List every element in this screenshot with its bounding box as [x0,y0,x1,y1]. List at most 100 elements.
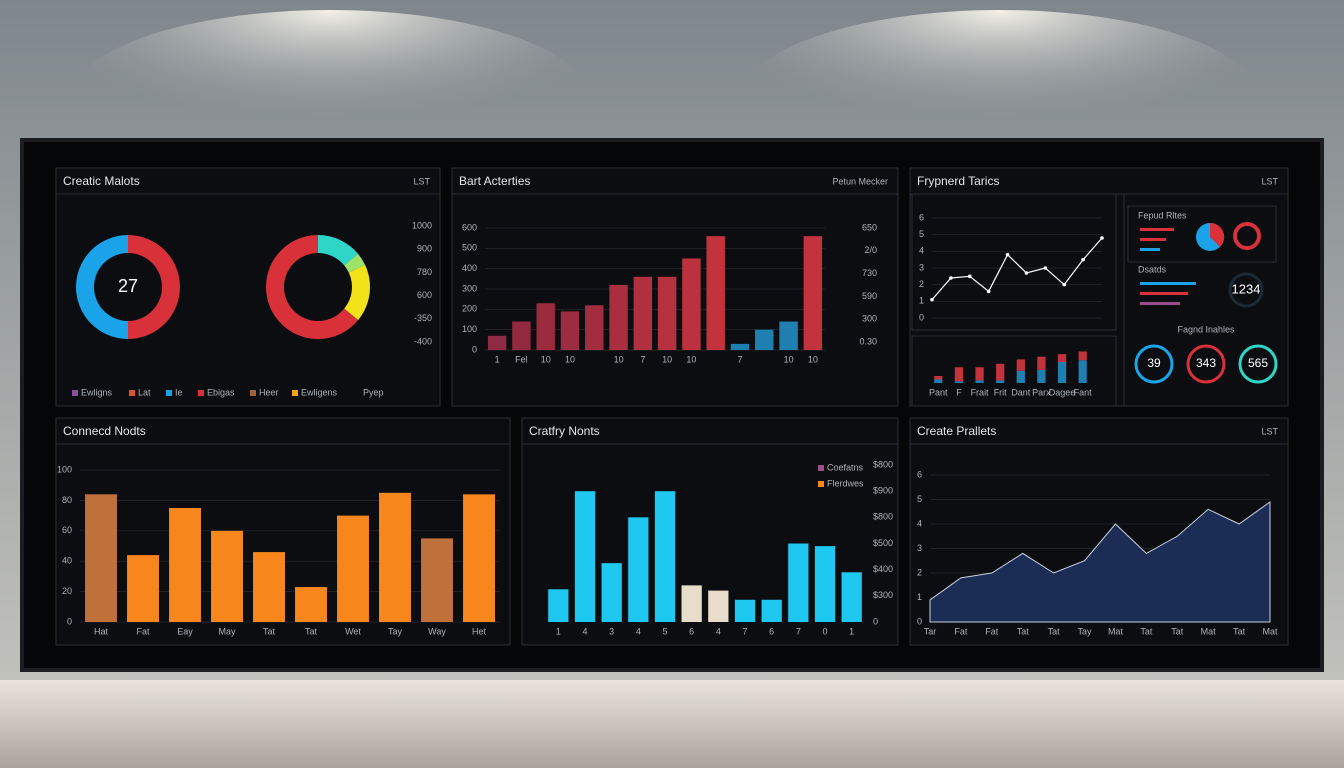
x-tick-label: Tar [924,626,937,636]
y-tick-label: 100 [462,324,477,334]
mini-bar [1140,228,1174,231]
legend-swatch [250,390,256,396]
panel-badge: Petun Mecker [832,176,888,186]
y-tick-label: 500 [462,243,477,253]
gauge-value: 343 [1196,356,1216,370]
y-tick-label: 6 [917,469,922,479]
bar-segment [975,380,984,383]
x-tick-label: Pant [929,387,948,397]
line-point [1081,257,1085,262]
y-tick-label: 1 [919,296,924,306]
bar [654,491,676,622]
y-tick-label: 3 [919,262,924,272]
line-point [986,289,991,294]
bar-segment [1078,360,1087,383]
bar-segment [1057,362,1067,383]
x-tick-label: 6 [689,626,694,636]
gauge-ring [1238,344,1278,384]
y-tick-label: 60 [62,525,72,535]
legend-label: Pyep [363,387,384,397]
y-tick-label: 300 [462,283,477,293]
x-tick-label: Frait [971,387,989,397]
gauge-value: 39 [1147,356,1161,370]
x-tick-label: 3 [609,626,614,636]
y-tick-label: $900 [873,486,893,496]
legend-swatch [292,390,298,396]
x-tick-label: 1 [849,626,854,636]
line-point [1024,271,1029,275]
mini-bar [1140,292,1188,295]
bar [657,276,677,350]
legend-swatch [818,465,824,471]
y-tick-label: 600 [462,222,477,232]
scale-label: 0.30 [859,336,877,346]
panel-title: Create Prallets [917,424,996,438]
line-point [1062,282,1067,287]
x-tick-label: Tay [388,626,403,636]
bar [169,508,201,622]
x-tick-label: Fat [954,626,968,636]
bar [734,599,756,622]
scale-label: -400 [414,336,432,346]
y-tick-label: 0 [873,616,878,626]
panel-title: Creatic Malots [63,174,140,188]
bar [574,491,596,622]
donut-segment [128,235,180,339]
x-tick-label: 4 [636,626,641,636]
x-tick-label: 10 [614,354,624,364]
line-point [1100,236,1104,240]
shelf [0,680,1344,768]
scale-label: 900 [417,244,432,254]
y-tick-label: 2 [919,279,924,289]
panel-title: Connecd Nodts [63,424,146,438]
scale-label: 730 [862,268,877,278]
y-tick-label: $300 [873,590,893,600]
legend-swatch [166,390,172,396]
x-tick-label: May [218,626,236,636]
scale-label: 300 [862,314,877,324]
legend-label: Flerdwes [827,478,864,488]
bar [779,321,798,350]
x-tick-label: 10 [686,354,696,364]
x-tick-label: Mat [1262,626,1278,636]
bar [730,343,750,350]
x-tick-label: Het [472,626,487,636]
line-point [930,297,934,302]
x-tick-label: Tat [263,626,276,636]
legend-label: Ie [175,387,183,397]
x-tick-label: Fant [1074,387,1093,397]
kpi-ring [1228,272,1264,308]
bar [487,335,507,350]
x-tick-label: 4 [716,626,721,636]
scale-label: 780 [417,267,432,277]
bar [295,587,327,622]
y-tick-label: $800 [873,512,893,522]
donut-segment [76,235,128,339]
x-tick-label: Tay [1078,626,1093,636]
y-tick-label: 0 [919,312,924,322]
x-tick-label: 1 [556,626,561,636]
bar [421,538,453,622]
bar [681,585,702,622]
mini-bar [1140,302,1180,305]
line-point [1043,266,1048,270]
sub-panel [911,193,1117,331]
bar [560,311,580,350]
mini-bar [1140,238,1166,241]
x-tick-label: Eay [177,626,193,636]
panel [55,167,441,407]
x-tick-label: 4 [582,626,587,636]
legend-label: Ewligns [81,387,113,397]
bar-segment [934,376,943,380]
bar-segment [1016,359,1025,371]
y-tick-label: 4 [917,518,922,528]
x-tick-label: Wet [345,626,361,636]
x-tick-label: 10 [541,354,551,364]
x-tick-label: Fat [136,626,150,636]
x-tick-label: 0 [822,626,827,636]
kpi-heading: Dsatds [1138,264,1167,274]
bar-segment [1057,354,1067,362]
bar [708,590,729,622]
y-tick-label: 6 [919,212,924,222]
